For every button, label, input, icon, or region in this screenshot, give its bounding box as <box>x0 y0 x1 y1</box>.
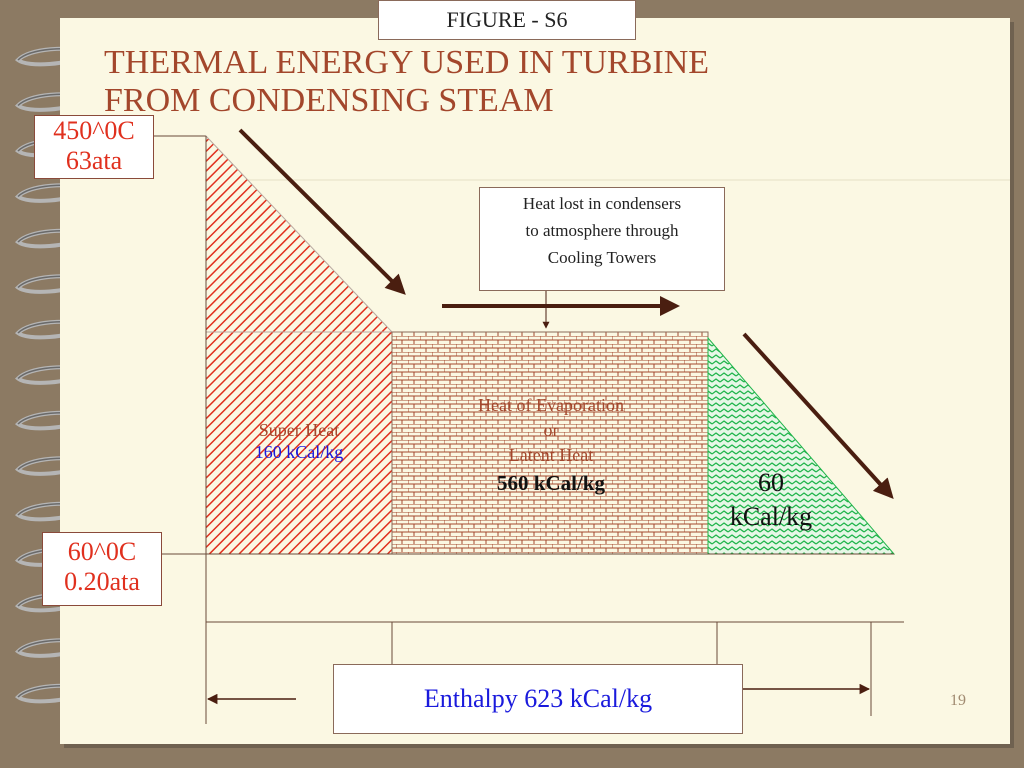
evaporation-line-3: Latent Heat <box>508 445 594 465</box>
flow-arrow-superheat <box>238 128 406 295</box>
title-line-1: THERMAL ENERGY USED IN TURBINE <box>104 44 710 81</box>
sensible-value-line-2: kCal/kg <box>729 502 813 531</box>
outlet-conditions-box: 60^0C 0.20ata <box>42 532 162 606</box>
evaporation-line-2: or <box>543 420 559 440</box>
outlet-pressure: 0.20ata <box>64 567 140 596</box>
superheat-value: 160 kCal/kg <box>254 442 344 462</box>
latent-heat-block <box>391 331 709 555</box>
sensible-heat-label: 60 kCal/kg <box>706 466 836 534</box>
condenser-note-box: Heat lost in condensers to atmosphere th… <box>479 187 725 291</box>
superheat-title: Super Heat <box>258 420 340 440</box>
flow-arrow-sensible <box>742 332 894 499</box>
superheat-triangle <box>205 134 394 333</box>
evaporation-label: Heat of Evaporation or Latent Heat 560 k… <box>394 391 708 497</box>
condenser-note-line-2: to atmosphere through <box>525 221 679 240</box>
evaporation-value: 560 kCal/kg <box>497 471 605 495</box>
inlet-temperature: 450^0C <box>53 116 135 145</box>
evaporation-line-1: Heat of Evaporation <box>478 395 624 415</box>
enthalpy-total-box: Enthalpy 623 kCal/kg <box>333 664 743 734</box>
figure-label: FIGURE - S6 <box>378 0 636 40</box>
outlet-temperature: 60^0C <box>67 537 137 566</box>
inlet-conditions-box: 450^0C 63ata <box>34 115 154 179</box>
condenser-note-line-1: Heat lost in condensers <box>522 194 682 213</box>
superheat-label: Super Heat 160 kCal/kg <box>206 419 392 463</box>
condenser-note-line-3: Cooling Towers <box>547 248 657 267</box>
slide-title: THERMAL ENERGY USED IN TURBINE FROM COND… <box>104 44 709 120</box>
page-number: 19 <box>950 692 966 709</box>
sensible-value-line-1: 60 <box>758 468 784 497</box>
inlet-pressure: 63ata <box>65 146 123 175</box>
title-line-2: FROM CONDENSING STEAM <box>104 82 554 119</box>
superheat-block <box>205 331 393 555</box>
